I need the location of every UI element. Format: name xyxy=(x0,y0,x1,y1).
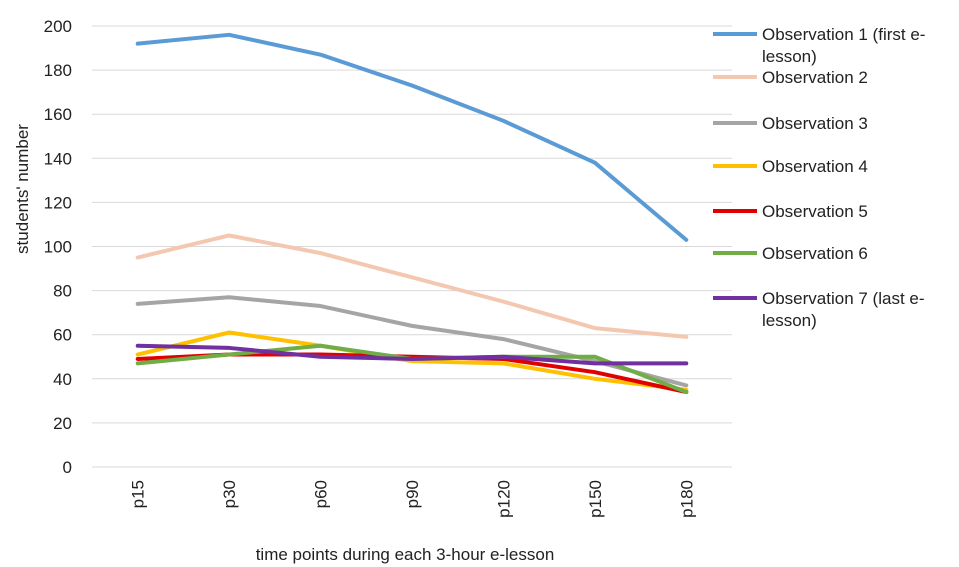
legend-label-observation-1: lesson) xyxy=(762,47,817,66)
legend-label-observation-4: Observation 4 xyxy=(762,157,868,176)
y-tick-label: 140 xyxy=(44,149,72,168)
y-tick-label: 200 xyxy=(44,17,72,36)
x-axis-ticks: p15 p30 p60 p90 p120 p150 p180 xyxy=(129,480,697,518)
x-tick-label: p90 xyxy=(403,480,422,508)
series-line-observation-7 xyxy=(135,343,689,366)
x-tick-label: p150 xyxy=(586,480,605,518)
y-tick-label: 0 xyxy=(63,458,72,477)
legend-label-observation-7: Observation 7 (last e- xyxy=(762,289,925,308)
y-tick-label: 120 xyxy=(44,193,72,212)
series-line-observation-4 xyxy=(135,330,689,392)
y-tick-label: 160 xyxy=(44,105,72,124)
x-axis-title: time points during each 3-hour e-lesson xyxy=(256,545,555,564)
gridlines xyxy=(92,25,732,468)
y-axis-title: students' number xyxy=(13,124,32,254)
y-tick-label: 40 xyxy=(53,370,72,389)
legend-label-observation-2: Observation 2 xyxy=(762,68,868,87)
x-tick-label: p120 xyxy=(494,480,513,518)
legend: Observation 1 (first e-lesson) Observatio… xyxy=(713,25,925,330)
y-tick-label: 100 xyxy=(44,238,72,257)
y-tick-label: 60 xyxy=(53,326,72,345)
x-tick-label: p15 xyxy=(129,480,148,508)
series-lines xyxy=(135,32,689,395)
legend-label-observation-5: Observation 5 xyxy=(762,202,868,221)
x-tick-label: p180 xyxy=(677,480,696,518)
legend-label-observation-7: lesson) xyxy=(762,311,817,330)
x-tick-label: p60 xyxy=(312,480,331,508)
y-axis-ticks: 0 20 40 60 80 100 120 140 160 180 200 xyxy=(44,17,72,477)
y-tick-label: 180 xyxy=(44,61,72,80)
legend-label-observation-1: Observation 1 (first e- xyxy=(762,25,925,44)
series-line-observation-6 xyxy=(135,343,689,395)
series-line-observation-1 xyxy=(135,32,689,242)
y-tick-label: 80 xyxy=(53,282,72,301)
y-tick-label: 20 xyxy=(53,414,72,433)
series-line-observation-3 xyxy=(135,295,689,388)
legend-label-observation-3: Observation 3 xyxy=(762,114,868,133)
series-line-observation-2 xyxy=(135,233,689,339)
legend-label-observation-6: Observation 6 xyxy=(762,244,868,263)
x-tick-label: p30 xyxy=(220,480,239,508)
